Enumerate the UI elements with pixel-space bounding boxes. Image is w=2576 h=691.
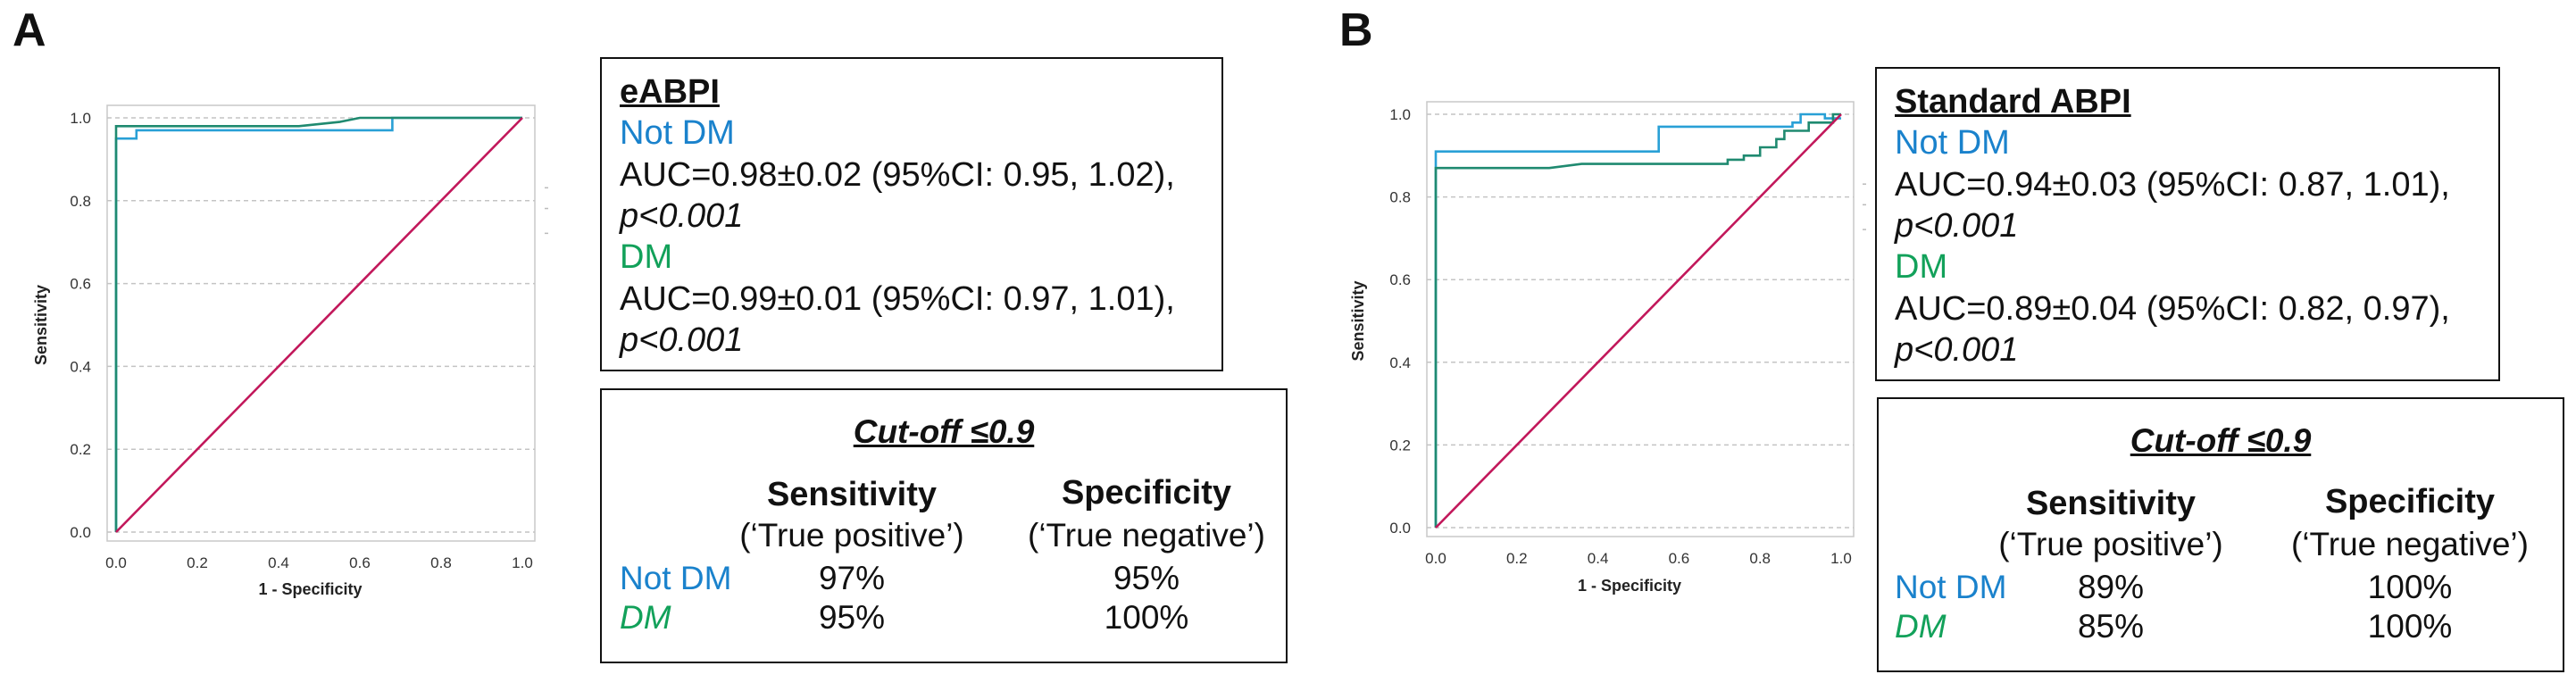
row-notdm-label: Not DM [620, 560, 732, 596]
specificity-subheader: (‘True negative’) [1028, 517, 1265, 554]
notdm-p-value: p<0.001 [620, 197, 744, 236]
x-axis-title: 1 - Specificity [1578, 577, 1681, 595]
notdm-p-value: p<0.001 [1895, 207, 2019, 246]
x-tick-label: 0.6 [1669, 550, 1690, 567]
y-tick-label: 0.2 [70, 441, 91, 458]
specificity-header: Specificity [2324, 483, 2496, 520]
y-tick-label: 0.0 [1389, 520, 1411, 537]
roc-curve-not-dm [1434, 112, 1841, 528]
sensitivity-header: Sensitivity [2025, 485, 2197, 522]
y-tick-label: 0.8 [70, 193, 91, 210]
x-tick-label: 0.4 [1588, 550, 1609, 567]
row-dm-sensitivity: 85% [2077, 608, 2145, 645]
dm-auc-text: AUC=0.99±0.01 (95%CI: 0.97, 1.01), [620, 279, 1175, 318]
row-notdm-sensitivity: 97% [818, 560, 886, 596]
y-axis-title: Sensitivity [32, 285, 50, 365]
row-dm-label: DM [620, 599, 671, 636]
stats-title: eABPI [620, 73, 720, 111]
x-tick-label: 0.6 [349, 554, 371, 571]
notdm-label: Not DM [1895, 124, 2010, 162]
x-tick-label: 0.2 [187, 554, 208, 571]
y-tick-label: 0.6 [1389, 271, 1411, 288]
x-tick-label: 1.0 [1830, 550, 1852, 567]
roc-curve-dm [114, 116, 522, 532]
x-tick-label: 0.8 [430, 554, 452, 571]
row-notdm-label: Not DM [1895, 569, 2007, 605]
x-tick-label: 0.0 [1425, 550, 1446, 567]
y-tick-label: 1.0 [70, 110, 91, 127]
panel-letter-a: A [13, 4, 46, 56]
roc-chart-a: 0.0 0.2 0.4 0.6 0.8 1.0 0.0 0.2 0.4 0.6 0.8 1.0 1 - … [32, 104, 548, 598]
y-tick-label: 0.4 [1389, 354, 1411, 371]
row-notdm-specificity: 100% [2367, 569, 2453, 605]
x-tick-label: 0.2 [1506, 550, 1528, 567]
y-tick-label: 0.0 [70, 524, 91, 541]
auc-stats-box-a: eABPI Not DM AUC=0.98±0.02 (95%CI: 0.95,… [600, 57, 1223, 371]
y-tick-label: 0.4 [70, 358, 91, 375]
dm-p-value: p<0.001 [620, 321, 744, 360]
y-tick-label: 0.2 [1389, 437, 1411, 454]
notdm-auc-text: AUC=0.94±0.03 (95%CI: 0.87, 1.01), [1895, 165, 2450, 204]
row-notdm-specificity: 95% [1113, 560, 1180, 596]
cutoff-title: Cut-off ≤0.9 [2130, 422, 2312, 459]
cutoff-box-a: Cut-off ≤0.9 Sensitivity (‘True positive… [600, 388, 1288, 663]
cutoff-title: Cut-off ≤0.9 [853, 413, 1035, 450]
dm-label: DM [620, 238, 673, 277]
dm-label: DM [1895, 248, 1948, 287]
notdm-auc-text: AUC=0.98±0.02 (95%CI: 0.95, 1.02), [620, 155, 1175, 194]
roc-chart-b: 0.0 0.2 0.4 0.6 0.8 1.0 0.0 0.2 0.4 0.6 0.8 1.0 1 - … [1349, 101, 1866, 595]
roc-curve-reference-line [115, 117, 523, 533]
panel-letter-b: B [1339, 4, 1373, 56]
row-dm-label: DM [1895, 608, 1947, 645]
specificity-header: Specificity [1061, 474, 1232, 512]
plot-frame [106, 104, 536, 542]
cutoff-box-b: Cut-off ≤0.9 Sensitivity (‘True positive… [1877, 397, 2564, 672]
row-notdm-sensitivity: 89% [2077, 569, 2145, 605]
auc-stats-box-b: Standard ABPI Not DM AUC=0.94±0.03 (95%C… [1875, 67, 2500, 381]
x-tick-label: 1.0 [512, 554, 533, 571]
roc-curve-reference-line [1435, 113, 1842, 529]
row-dm-sensitivity: 95% [818, 599, 886, 636]
notdm-label: Not DM [620, 114, 735, 153]
x-tick-label: 0.4 [268, 554, 289, 571]
roc-curve-dm [1434, 112, 1841, 528]
dm-auc-text: AUC=0.89±0.04 (95%CI: 0.82, 0.97), [1895, 289, 2450, 328]
x-tick-label: 0.0 [105, 554, 127, 571]
y-tick-label: 1.0 [1389, 106, 1411, 123]
row-dm-specificity: 100% [2367, 608, 2453, 645]
specificity-subheader: (‘True negative’) [2291, 526, 2529, 562]
y-tick-label: 0.6 [70, 276, 91, 293]
y-tick-label: 0.8 [1389, 189, 1411, 206]
sensitivity-subheader: (‘True positive’) [1998, 526, 2223, 562]
sensitivity-subheader: (‘True positive’) [739, 517, 964, 554]
stats-title: Standard ABPI [1895, 83, 2131, 121]
row-dm-specificity: 100% [1104, 599, 1189, 636]
sensitivity-header: Sensitivity [766, 476, 938, 513]
y-axis-title: Sensitivity [1349, 280, 1367, 361]
plot-frame [1426, 101, 1855, 537]
dm-p-value: p<0.001 [1895, 331, 2019, 370]
x-axis-title: 1 - Specificity [258, 580, 362, 598]
x-tick-label: 0.8 [1749, 550, 1771, 567]
